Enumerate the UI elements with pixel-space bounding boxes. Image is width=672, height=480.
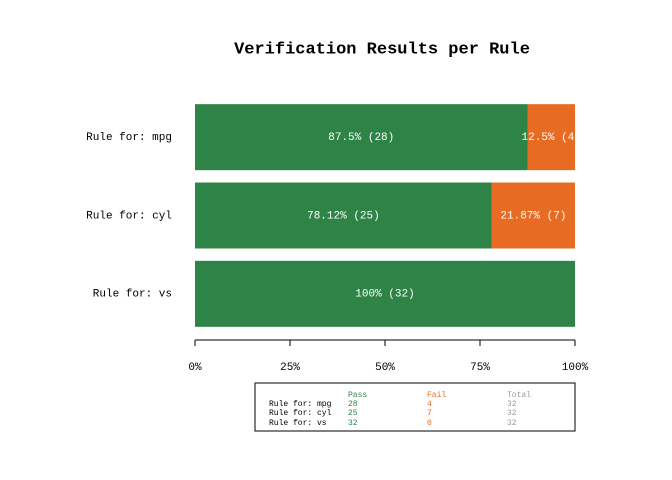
bar-segment [527, 104, 575, 171]
x-tick-label: 100% [562, 362, 589, 374]
value-label: 21.87% (7) [500, 210, 566, 222]
y-tick-label: Rule for: mpg [86, 132, 172, 144]
bar-segment [195, 182, 492, 249]
table-cell: 32 [507, 400, 517, 409]
bar-segment [195, 104, 528, 171]
plot-area: 87.5% (28) 12.5% (4) 78.12% (25) 21.87% (7)… [195, 104, 581, 327]
x-tick-label: 50% [375, 362, 395, 374]
x-tick-label: 0% [188, 362, 202, 374]
table-row-label: Rule for: mpg [269, 400, 332, 409]
table-cell: 32 [507, 419, 517, 428]
table-cell: 7 [427, 409, 432, 418]
table-cell: 4 [427, 400, 432, 409]
x-tick-label: 75% [470, 362, 490, 374]
table-cell: 32 [348, 419, 358, 428]
table-header: Total [507, 391, 531, 400]
table-header: Pass [348, 391, 367, 400]
y-tick-label: Rule for: vs [93, 289, 172, 301]
x-tick-label: 25% [280, 362, 300, 374]
table-cell: 0 [427, 419, 432, 428]
table-row-label: Rule for: cyl [269, 409, 332, 418]
table-box [254, 382, 576, 432]
table-cell: 25 [348, 409, 358, 418]
table-cell: 32 [507, 409, 517, 418]
table-row-label: Rule for: vs [269, 419, 327, 428]
value-label: 12.5% (4) [522, 132, 581, 144]
bar-segment [491, 182, 575, 249]
table-header: Fail [427, 391, 446, 400]
value-label: 87.5% (28) [328, 132, 394, 144]
value-label: 100% (32) [355, 289, 414, 301]
bar-segment [195, 260, 575, 327]
value-label: 78.12% (25) [307, 210, 380, 222]
table-cell: 28 [348, 400, 358, 409]
chart-title: Verification Results per Rule [234, 40, 530, 59]
y-tick-label: Rule for: cyl [86, 210, 172, 222]
